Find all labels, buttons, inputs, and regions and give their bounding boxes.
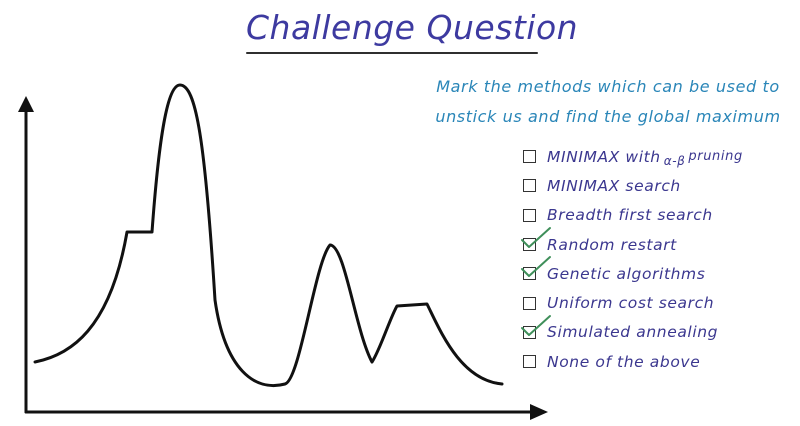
checkbox-checked[interactable] [521, 227, 551, 252]
landscape-curve [33, 83, 504, 387]
option-label-main: MINIMAX with [547, 147, 661, 166]
option-label: Breadth first search [547, 206, 713, 225]
option-label: None of the above [547, 352, 701, 371]
option-minimax-search[interactable]: MINIMAX search [523, 171, 793, 200]
option-random-restart[interactable]: Random restart [521, 227, 793, 259]
option-label: MINIMAX search [547, 176, 681, 195]
prompt-line-1: Mark the methods which can be used to [436, 77, 780, 96]
option-uniform-cost[interactable]: Uniform cost search [523, 288, 793, 317]
prompt-line-2: unstick us and find the global maximum [435, 107, 781, 126]
checkbox[interactable] [523, 179, 536, 193]
option-label: Random restart [547, 235, 677, 254]
pruning-label: pruning [688, 148, 743, 164]
answer-options: MINIMAX with α-β pruning MINIMAX search Br… [521, 142, 793, 376]
x-axis-arrow [530, 404, 548, 420]
checkbox[interactable] [523, 355, 536, 369]
slide-title: Challenge Question [246, 8, 579, 47]
option-breadth-first[interactable]: Breadth first search [523, 201, 793, 230]
y-axis-arrow [18, 96, 34, 112]
title-underline [246, 52, 538, 54]
checkbox-checked[interactable] [521, 256, 551, 281]
option-minimax-ab[interactable]: MINIMAX with α-β pruning [523, 142, 793, 171]
checkbox[interactable] [523, 296, 536, 310]
checkbox-checked[interactable] [521, 314, 551, 339]
question-prompt: Mark the methods which can be used to un… [428, 72, 788, 132]
checkbox[interactable] [523, 150, 536, 164]
option-label: Simulated annealing [547, 323, 719, 342]
option-simulated-annealing[interactable]: Simulated annealing [521, 314, 793, 347]
alpha-beta-label: α-β [663, 153, 686, 168]
option-label: Genetic algorithms [547, 264, 706, 283]
option-label: Uniform cost search [547, 294, 715, 313]
option-genetic-algorithms[interactable]: Genetic algorithms [521, 256, 793, 288]
option-none-of-the-above[interactable]: None of the above [523, 347, 793, 376]
checkbox[interactable] [523, 208, 536, 222]
option-label: MINIMAX with α-β pruning [547, 147, 743, 168]
